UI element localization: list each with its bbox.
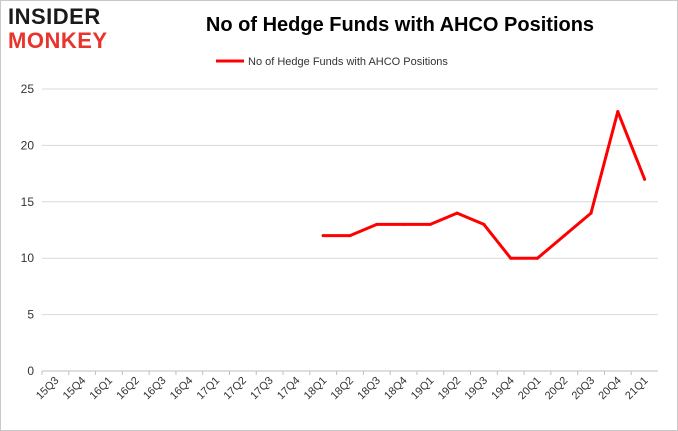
x-tick-label: 18Q4 bbox=[382, 375, 410, 403]
data-point bbox=[616, 110, 620, 114]
data-point bbox=[535, 256, 539, 260]
data-point bbox=[482, 222, 486, 226]
x-tick-label: 19Q2 bbox=[436, 375, 464, 403]
data-point bbox=[428, 222, 432, 226]
data-point bbox=[402, 222, 406, 226]
y-tick-label: 15 bbox=[21, 195, 35, 209]
x-tick-label: 20Q3 bbox=[570, 375, 598, 403]
data-point bbox=[455, 211, 459, 215]
data-point bbox=[643, 177, 647, 181]
y-tick-label: 5 bbox=[27, 308, 34, 322]
x-tick-label: 16Q1 bbox=[88, 375, 116, 403]
series-line bbox=[321, 110, 647, 260]
x-tick-label: 16Q4 bbox=[168, 375, 196, 403]
x-tick-label: 21Q1 bbox=[623, 375, 651, 403]
data-point bbox=[321, 234, 325, 238]
legend: No of Hedge Funds with AHCO Positions bbox=[216, 56, 448, 68]
y-tick-label: 20 bbox=[21, 138, 35, 152]
chart-title: No of Hedge Funds with AHCO Positions bbox=[205, 14, 595, 36]
y-axis-ticks: 0 5 10 15 20 25 bbox=[21, 82, 35, 378]
x-tick-label: 19Q1 bbox=[409, 375, 437, 403]
x-tick-label: 20Q1 bbox=[516, 375, 544, 403]
x-tick-label: 19Q4 bbox=[489, 375, 517, 403]
logo-line-1: INSIDER bbox=[8, 4, 101, 29]
legend-label: No of Hedge Funds with AHCO Positions bbox=[248, 56, 448, 68]
gridlines bbox=[42, 88, 658, 316]
y-tick-label: 25 bbox=[21, 82, 35, 96]
x-axis-ticks: 15Q3 15Q4 16Q1 16Q2 16Q3 16Q4 17Q1 17Q2 17Q3 17Q4… bbox=[34, 371, 651, 402]
data-point bbox=[375, 222, 379, 226]
data-point bbox=[348, 234, 352, 238]
x-tick-label: 19Q3 bbox=[463, 375, 491, 403]
data-point bbox=[509, 256, 513, 260]
x-tick-label: 18Q3 bbox=[355, 375, 383, 403]
y-tick-label: 0 bbox=[27, 364, 34, 378]
y-tick-label: 10 bbox=[21, 251, 35, 265]
x-tick-label: 17Q1 bbox=[195, 375, 223, 403]
x-tick-label: 18Q1 bbox=[302, 375, 330, 403]
x-tick-label: 15Q3 bbox=[34, 375, 62, 403]
x-tick-label: 15Q4 bbox=[61, 375, 89, 403]
x-tick-label: 17Q3 bbox=[248, 375, 276, 403]
x-tick-label: 18Q2 bbox=[329, 375, 357, 403]
x-tick-label: 20Q2 bbox=[543, 375, 571, 403]
logo-line-2: MONKEY bbox=[8, 28, 108, 53]
x-tick-label: 17Q4 bbox=[275, 375, 303, 403]
series-group bbox=[321, 110, 647, 260]
data-point bbox=[589, 211, 593, 215]
x-tick-label: 17Q2 bbox=[221, 375, 249, 403]
x-tick-label: 16Q2 bbox=[114, 375, 142, 403]
data-point bbox=[562, 234, 566, 238]
x-tick-label: 16Q3 bbox=[141, 375, 169, 403]
x-tick-label: 20Q4 bbox=[596, 375, 624, 403]
insider-monkey-logo: INSIDER MONKEY bbox=[8, 6, 126, 52]
